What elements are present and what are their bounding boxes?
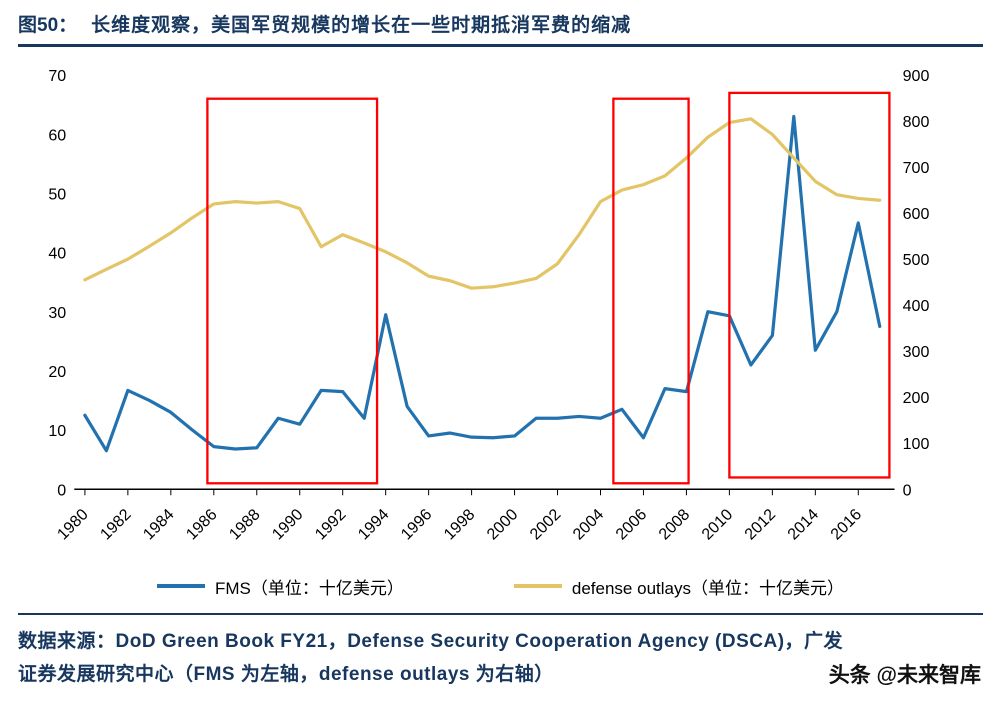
svg-text:2006: 2006 bbox=[612, 505, 650, 543]
svg-text:200: 200 bbox=[903, 389, 930, 407]
data-source-note: 数据来源：DoD Green Book FY21，Defense Securit… bbox=[18, 625, 983, 692]
source-line-1: 数据来源：DoD Green Book FY21，Defense Securit… bbox=[18, 630, 844, 652]
svg-text:1982: 1982 bbox=[97, 505, 135, 543]
svg-text:600: 600 bbox=[903, 205, 930, 223]
svg-text:1992: 1992 bbox=[312, 505, 350, 543]
defense-outlays-legend-label: defense outlays（单位：十亿美元） bbox=[571, 578, 844, 598]
svg-text:2012: 2012 bbox=[741, 505, 779, 543]
title-divider bbox=[18, 44, 983, 47]
svg-text:1998: 1998 bbox=[440, 505, 478, 543]
svg-text:400: 400 bbox=[903, 297, 930, 315]
svg-text:500: 500 bbox=[903, 251, 930, 269]
svg-text:60: 60 bbox=[48, 126, 66, 144]
source-line-2: 证券发展研究中心（FMS 为左轴，defense outlays 为右轴） bbox=[18, 663, 554, 685]
fms-line-swatch bbox=[157, 584, 205, 589]
svg-text:1990: 1990 bbox=[269, 505, 307, 543]
figure-title: 长维度观察，美国军贸规模的增长在一些时期抵消军费的缩减 bbox=[91, 15, 632, 36]
legend-item-fms: FMS（单位：十亿美元） bbox=[157, 574, 404, 599]
footer-divider bbox=[18, 612, 983, 615]
svg-text:2014: 2014 bbox=[784, 505, 822, 543]
svg-text:0: 0 bbox=[57, 481, 66, 499]
chart-legend: FMS（单位：十亿美元） defense outlays（单位：十亿美元） bbox=[18, 574, 983, 599]
svg-text:1984: 1984 bbox=[140, 505, 178, 543]
title-row: 图50： 长维度观察，美国军贸规模的增长在一些时期抵消军费的缩减 bbox=[18, 10, 983, 37]
svg-text:1988: 1988 bbox=[226, 505, 264, 543]
figure-number: 图50： bbox=[18, 15, 78, 36]
dual-axis-line-chart: 0102030405060700100200300400500600700800… bbox=[48, 67, 930, 543]
svg-text:700: 700 bbox=[903, 159, 930, 177]
chart-area: 0 10 20 30 40 50 60 70 0 100 200 300 400 500 600 700 800… bbox=[18, 59, 983, 574]
svg-text:1994: 1994 bbox=[354, 505, 392, 543]
svg-text:1980: 1980 bbox=[54, 505, 92, 543]
svg-text:50: 50 bbox=[48, 185, 66, 203]
svg-text:100: 100 bbox=[903, 435, 930, 453]
defense-outlays-line-swatch bbox=[513, 584, 562, 589]
svg-text:2008: 2008 bbox=[655, 505, 693, 543]
svg-text:20: 20 bbox=[48, 363, 66, 381]
svg-text:1996: 1996 bbox=[397, 505, 435, 543]
fms-legend-label: FMS（单位：十亿美元） bbox=[215, 578, 404, 598]
svg-text:2016: 2016 bbox=[827, 505, 865, 543]
svg-text:300: 300 bbox=[903, 343, 930, 361]
svg-text:70: 70 bbox=[48, 67, 66, 85]
svg-text:30: 30 bbox=[48, 304, 66, 322]
svg-text:2002: 2002 bbox=[526, 505, 564, 543]
figure-header: 图50： 长维度观察，美国军贸规模的增长在一些时期抵消军费的缩减 bbox=[18, 10, 983, 47]
svg-text:0: 0 bbox=[903, 481, 912, 499]
svg-text:900: 900 bbox=[903, 67, 930, 85]
svg-text:2000: 2000 bbox=[483, 505, 521, 543]
figure-footer: 数据来源：DoD Green Book FY21，Defense Securit… bbox=[18, 612, 983, 692]
svg-text:800: 800 bbox=[903, 113, 930, 131]
svg-text:40: 40 bbox=[48, 245, 66, 263]
watermark-toutiao: 头条 @未来智库 bbox=[828, 664, 981, 688]
svg-text:2004: 2004 bbox=[569, 505, 607, 543]
svg-text:10: 10 bbox=[48, 422, 66, 440]
svg-text:2010: 2010 bbox=[698, 505, 736, 543]
svg-text:1986: 1986 bbox=[183, 505, 221, 543]
legend-item-defense-outlays: defense outlays（单位：十亿美元） bbox=[513, 574, 844, 599]
